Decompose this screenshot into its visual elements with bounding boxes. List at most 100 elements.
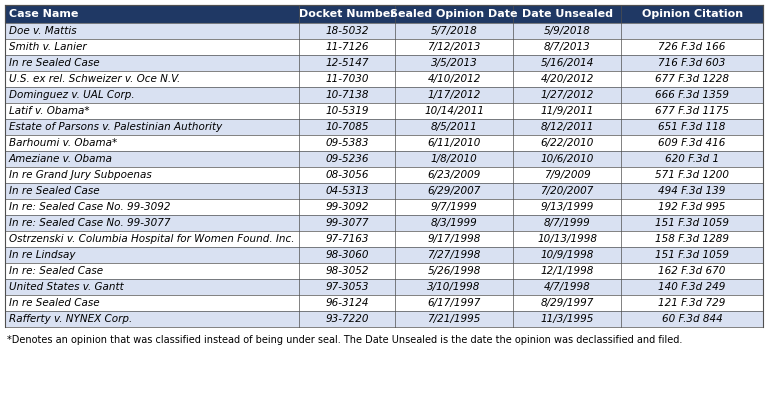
Text: In re Sealed Case: In re Sealed Case (9, 58, 100, 68)
Text: 3/10/1998: 3/10/1998 (428, 282, 481, 292)
Text: 5/26/1998: 5/26/1998 (428, 266, 481, 276)
Text: Opinion Citation: Opinion Citation (641, 9, 743, 19)
Text: 666 F.3d 1359: 666 F.3d 1359 (655, 90, 729, 100)
Bar (5, 247, 763, 263)
Bar (5, 71, 763, 87)
Text: 162 F.3d 670: 162 F.3d 670 (658, 266, 726, 276)
Bar (5, 167, 763, 183)
Text: 158 F.3d 1289: 158 F.3d 1289 (655, 234, 729, 244)
Text: 716 F.3d 603: 716 F.3d 603 (658, 58, 726, 68)
Text: Ameziane v. Obama: Ameziane v. Obama (9, 154, 113, 164)
Text: 11-7126: 11-7126 (326, 42, 369, 52)
Text: 04-5313: 04-5313 (326, 186, 369, 196)
Text: Doe v. Mattis: Doe v. Mattis (9, 26, 77, 36)
Text: 1/17/2012: 1/17/2012 (428, 90, 481, 100)
Text: 10-5319: 10-5319 (326, 106, 369, 116)
Bar (5, 119, 763, 135)
Text: 11-7030: 11-7030 (326, 74, 369, 84)
Text: 8/7/2013: 8/7/2013 (544, 42, 591, 52)
Bar (5, 183, 763, 199)
Text: Latif v. Obama*: Latif v. Obama* (9, 106, 90, 116)
Text: 18-5032: 18-5032 (326, 26, 369, 36)
Text: 10/13/1998: 10/13/1998 (537, 234, 597, 244)
Bar (5, 55, 763, 71)
Text: 121 F.3d 729: 121 F.3d 729 (658, 298, 726, 308)
Text: Barhoumi v. Obama*: Barhoumi v. Obama* (9, 138, 118, 148)
Text: 7/12/2013: 7/12/2013 (428, 42, 481, 52)
Text: 5/7/2018: 5/7/2018 (431, 26, 478, 36)
Text: 7/21/1995: 7/21/1995 (428, 314, 481, 324)
Text: In re Sealed Case: In re Sealed Case (9, 298, 100, 308)
Text: 609 F.3d 416: 609 F.3d 416 (658, 138, 726, 148)
Text: In re: Sealed Case No. 99-3092: In re: Sealed Case No. 99-3092 (9, 202, 170, 212)
Text: 651 F.3d 118: 651 F.3d 118 (658, 122, 726, 132)
Text: 3/5/2013: 3/5/2013 (431, 58, 478, 68)
Text: 12/1/1998: 12/1/1998 (541, 266, 594, 276)
Text: 8/3/1999: 8/3/1999 (431, 218, 478, 228)
Text: 60 F.3d 844: 60 F.3d 844 (662, 314, 723, 324)
Bar (5, 263, 763, 279)
Text: 571 F.3d 1200: 571 F.3d 1200 (655, 170, 729, 180)
Text: In re Lindsay: In re Lindsay (9, 250, 75, 260)
Bar (5, 295, 763, 311)
Text: United States v. Gantt: United States v. Gantt (9, 282, 124, 292)
Text: Rafferty v. NYNEX Corp.: Rafferty v. NYNEX Corp. (9, 314, 132, 324)
Text: 10/6/2010: 10/6/2010 (541, 154, 594, 164)
Text: 677 F.3d 1175: 677 F.3d 1175 (655, 106, 729, 116)
Text: 10/9/1998: 10/9/1998 (541, 250, 594, 260)
Text: *Denotes an opinion that was classified instead of being under seal. The Date Un: *Denotes an opinion that was classified … (7, 335, 683, 345)
Text: In re Grand Jury Subpoenas: In re Grand Jury Subpoenas (9, 170, 152, 180)
Bar (5, 135, 763, 151)
Text: 09-5383: 09-5383 (326, 138, 369, 148)
Bar (5, 39, 763, 55)
Text: 4/7/1998: 4/7/1998 (544, 282, 591, 292)
Text: U.S. ex rel. Schweizer v. Oce N.V.: U.S. ex rel. Schweizer v. Oce N.V. (9, 74, 180, 84)
Text: 6/17/1997: 6/17/1997 (428, 298, 481, 308)
Text: 5/9/2018: 5/9/2018 (544, 26, 591, 36)
Text: Docket Number: Docket Number (299, 9, 396, 19)
Text: 7/20/2007: 7/20/2007 (541, 186, 594, 196)
Text: 11/3/1995: 11/3/1995 (541, 314, 594, 324)
Text: 8/7/1999: 8/7/1999 (544, 218, 591, 228)
Text: 9/13/1999: 9/13/1999 (541, 202, 594, 212)
Text: 97-7163: 97-7163 (326, 234, 369, 244)
Text: 4/10/2012: 4/10/2012 (428, 74, 481, 84)
Text: 726 F.3d 166: 726 F.3d 166 (658, 42, 726, 52)
Text: 151 F.3d 1059: 151 F.3d 1059 (655, 218, 729, 228)
Text: 96-3124: 96-3124 (326, 298, 369, 308)
Bar (5, 87, 763, 103)
Text: 99-3077: 99-3077 (326, 218, 369, 228)
Text: 140 F.3d 249: 140 F.3d 249 (658, 282, 726, 292)
Bar (5, 151, 763, 167)
Text: 10-7085: 10-7085 (326, 122, 369, 132)
Text: 1/27/2012: 1/27/2012 (541, 90, 594, 100)
Bar (5, 215, 763, 231)
Text: 8/5/2011: 8/5/2011 (431, 122, 478, 132)
Bar (5, 103, 763, 119)
Text: 677 F.3d 1228: 677 F.3d 1228 (655, 74, 729, 84)
Text: 98-3060: 98-3060 (326, 250, 369, 260)
Text: Dominguez v. UAL Corp.: Dominguez v. UAL Corp. (9, 90, 134, 100)
Text: 8/12/2011: 8/12/2011 (541, 122, 594, 132)
Text: Case Name: Case Name (9, 9, 78, 19)
Text: 9/7/1999: 9/7/1999 (431, 202, 478, 212)
Bar (5, 5, 763, 23)
Text: In re: Sealed Case No. 99-3077: In re: Sealed Case No. 99-3077 (9, 218, 170, 228)
Text: Date Unsealed: Date Unsealed (521, 9, 613, 19)
Text: Estate of Parsons v. Palestinian Authority: Estate of Parsons v. Palestinian Authori… (9, 122, 222, 132)
Text: 10-7138: 10-7138 (326, 90, 369, 100)
Text: 6/23/2009: 6/23/2009 (428, 170, 481, 180)
Text: Smith v. Lanier: Smith v. Lanier (9, 42, 87, 52)
Text: 09-5236: 09-5236 (326, 154, 369, 164)
Text: 6/11/2010: 6/11/2010 (428, 138, 481, 148)
Text: 192 F.3d 995: 192 F.3d 995 (658, 202, 726, 212)
Bar (5, 199, 763, 215)
Text: 7/27/1998: 7/27/1998 (428, 250, 481, 260)
Text: Sealed Opinion Date: Sealed Opinion Date (390, 9, 518, 19)
Text: Ostrzenski v. Columbia Hospital for Women Found. Inc.: Ostrzenski v. Columbia Hospital for Wome… (9, 234, 294, 244)
Text: 6/29/2007: 6/29/2007 (428, 186, 481, 196)
Text: 97-3053: 97-3053 (326, 282, 369, 292)
Text: 1/8/2010: 1/8/2010 (431, 154, 478, 164)
Bar (5, 231, 763, 247)
Text: 99-3092: 99-3092 (326, 202, 369, 212)
